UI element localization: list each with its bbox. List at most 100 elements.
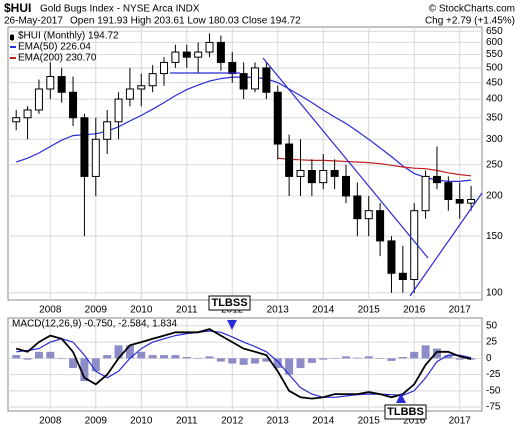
histogram-bar — [23, 358, 32, 360]
annotation-arrow — [396, 393, 406, 403]
candle-body — [23, 109, 32, 119]
histogram-bar — [398, 357, 407, 359]
candle-body — [296, 169, 305, 177]
y-tick-label: 650 — [486, 26, 503, 37]
legend-label: EMA(200) 230.70 — [18, 53, 97, 64]
candle-body — [57, 76, 66, 93]
macd-title: MACD(12,26,9) -0.750, -2.584, 1.834 — [12, 319, 178, 330]
histogram-bar — [421, 345, 430, 359]
annotation-box — [384, 404, 427, 420]
candle-body — [80, 117, 89, 177]
y-tick-label: 300 — [486, 134, 503, 145]
candle-body — [34, 88, 43, 111]
histogram-bar — [330, 358, 339, 359]
y-tick-label: -25 — [486, 369, 501, 380]
date: 26-May-2017 — [4, 16, 63, 27]
candle-body — [364, 210, 373, 220]
histogram-bar — [125, 345, 134, 359]
x-tick-label: 2011 — [176, 305, 198, 316]
candle-body — [228, 61, 237, 75]
histogram-bar — [364, 356, 373, 359]
x-tick-label: 2016 — [403, 305, 426, 316]
candle-body — [251, 67, 260, 90]
histogram-bar — [148, 355, 157, 359]
histogram-bar — [194, 358, 203, 359]
histogram-bar — [251, 358, 260, 364]
candle-body — [421, 175, 430, 212]
histogram-bar — [432, 348, 441, 359]
histogram-bar — [103, 355, 112, 359]
x-tick-label: 2013 — [267, 416, 290, 427]
histogram-bar — [387, 358, 396, 361]
annotation: TLBBS — [387, 406, 424, 418]
histogram-bar — [80, 358, 89, 382]
histogram-bar — [455, 358, 464, 360]
candle-body — [12, 117, 21, 123]
candle-body — [114, 98, 123, 123]
candle-body — [455, 198, 464, 204]
y-tick-label: 550 — [486, 49, 503, 60]
ema-line — [277, 157, 472, 177]
candle-body — [182, 51, 191, 58]
histogram-bar — [341, 356, 350, 359]
candle-body — [353, 195, 362, 220]
histogram-bar — [239, 358, 248, 365]
candle-body — [216, 41, 225, 63]
legend-price: $HUI (Monthly) 194.72 — [18, 31, 119, 42]
candle-body — [307, 169, 316, 184]
candle-body — [398, 272, 407, 281]
candle-body — [194, 51, 203, 58]
histogram-bar — [296, 358, 305, 369]
histogram-bar — [228, 358, 237, 364]
candle-body — [125, 88, 134, 100]
symbol: $HUI — [4, 1, 31, 15]
x-tick-label: 2015 — [358, 305, 381, 316]
histogram-bar — [216, 358, 225, 362]
trend-line — [409, 192, 483, 297]
histogram-bar — [57, 358, 66, 359]
x-tick-label: 2016 — [403, 416, 426, 427]
candle-body — [91, 138, 100, 177]
histogram-bar — [410, 351, 419, 359]
annotation-arrow — [227, 320, 237, 330]
legend-label: EMA(50) 226.04 — [18, 42, 91, 53]
histogram-bar — [12, 355, 21, 359]
legend-candle-icon — [10, 35, 14, 40]
x-tick-label: 2010 — [130, 416, 153, 427]
macd-line — [15, 328, 472, 400]
candle-body — [262, 67, 271, 93]
y-tick-label: 250 — [486, 159, 503, 170]
x-tick-label: 2015 — [358, 416, 381, 427]
annotation: TLBSS — [211, 297, 247, 309]
histogram-bar — [46, 351, 55, 359]
candle-body — [444, 182, 453, 200]
histogram-bar — [376, 358, 385, 359]
histogram-bar — [69, 358, 78, 369]
y-tick-label: 200 — [486, 191, 503, 202]
candle-body — [467, 198, 476, 204]
histogram-bar — [114, 345, 123, 359]
candle-body — [171, 51, 180, 63]
x-tick-label: 2009 — [85, 305, 108, 316]
candle-body — [330, 169, 339, 177]
y-tick-label: -50 — [486, 385, 501, 396]
candle-body — [205, 41, 214, 53]
x-tick-label: 2008 — [39, 416, 62, 427]
histogram-bar — [285, 358, 294, 375]
histogram-bar — [262, 358, 271, 362]
y-tick-label: 50 — [486, 320, 498, 331]
macd-frame — [7, 317, 483, 412]
y-tick-label: 350 — [486, 112, 503, 123]
x-tick-label: 2011 — [176, 416, 198, 427]
x-tick-label: 2017 — [449, 305, 472, 316]
x-tick-label: 2009 — [85, 416, 108, 427]
y-tick-label: 600 — [486, 37, 503, 48]
histogram-bar — [444, 355, 453, 359]
x-tick-label: 2014 — [312, 305, 335, 316]
x-tick-label: 2012 — [221, 416, 244, 427]
y-tick-label: 150 — [486, 231, 503, 242]
change: Chg +2.79 (+1.45%) — [425, 16, 515, 27]
y-tick-label: 25 — [486, 337, 498, 348]
histogram-bar — [34, 351, 43, 359]
